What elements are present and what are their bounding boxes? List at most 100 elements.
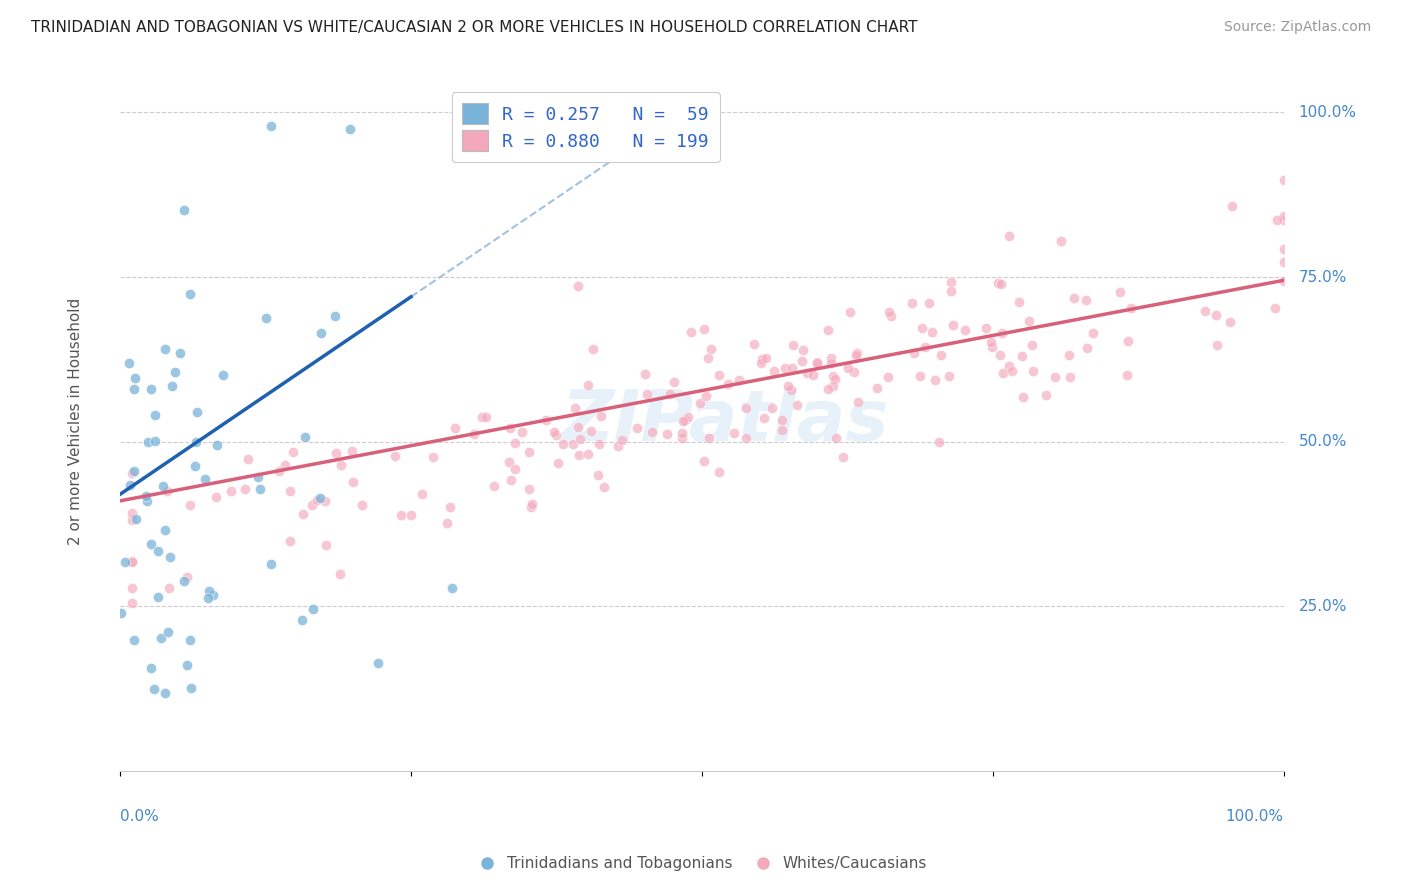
Point bbox=[832, 450, 855, 464]
Point bbox=[121, 554, 143, 568]
Point bbox=[291, 613, 314, 627]
Point bbox=[179, 499, 201, 513]
Point bbox=[658, 387, 681, 401]
Point bbox=[1018, 314, 1040, 328]
Point bbox=[1050, 234, 1073, 248]
Point bbox=[153, 342, 176, 356]
Point bbox=[463, 426, 485, 441]
Point bbox=[1272, 173, 1295, 187]
Point bbox=[342, 475, 364, 490]
Point bbox=[749, 356, 772, 370]
Point bbox=[471, 410, 494, 425]
Point bbox=[751, 352, 773, 367]
Point bbox=[422, 450, 444, 465]
Text: 75.0%: 75.0% bbox=[1299, 269, 1347, 285]
Point bbox=[697, 351, 720, 365]
Point bbox=[980, 334, 1002, 349]
Point bbox=[567, 448, 589, 462]
Point bbox=[439, 500, 461, 514]
Point bbox=[1021, 337, 1043, 351]
Text: 25.0%: 25.0% bbox=[1299, 599, 1347, 614]
Text: 100.0%: 100.0% bbox=[1299, 105, 1357, 120]
Point bbox=[121, 513, 143, 527]
Point bbox=[689, 396, 711, 410]
Point bbox=[921, 325, 943, 339]
Point bbox=[806, 355, 828, 369]
Point bbox=[122, 463, 145, 477]
Point bbox=[681, 326, 703, 340]
Point bbox=[173, 574, 195, 589]
Point bbox=[146, 590, 169, 604]
Point bbox=[551, 437, 574, 451]
Point bbox=[821, 379, 844, 393]
Point bbox=[817, 382, 839, 396]
Point bbox=[1206, 338, 1229, 352]
Point bbox=[678, 409, 700, 424]
Point bbox=[330, 458, 353, 472]
Point bbox=[197, 591, 219, 606]
Point bbox=[1081, 326, 1104, 340]
Point bbox=[118, 478, 141, 492]
Point bbox=[782, 338, 804, 352]
Point bbox=[156, 625, 179, 640]
Point bbox=[1059, 370, 1081, 384]
Point bbox=[928, 434, 950, 449]
Point bbox=[122, 632, 145, 647]
Point bbox=[1108, 285, 1130, 300]
Point bbox=[136, 435, 159, 450]
Point bbox=[942, 318, 965, 332]
Legend: Trinidadians and Tobagonians, Whites/Caucasians: Trinidadians and Tobagonians, Whites/Cau… bbox=[472, 850, 934, 877]
Point bbox=[770, 424, 793, 438]
Point bbox=[707, 368, 730, 383]
Point bbox=[837, 360, 859, 375]
Point bbox=[790, 354, 813, 368]
Point bbox=[384, 449, 406, 463]
Text: 100.0%: 100.0% bbox=[1226, 809, 1284, 824]
Point bbox=[846, 345, 869, 359]
Point bbox=[142, 682, 165, 697]
Point bbox=[179, 633, 201, 648]
Point bbox=[274, 458, 297, 472]
Point bbox=[443, 421, 465, 435]
Point bbox=[160, 379, 183, 393]
Point bbox=[941, 284, 963, 298]
Point bbox=[911, 320, 934, 334]
Point bbox=[1001, 364, 1024, 378]
Point bbox=[156, 484, 179, 499]
Point bbox=[671, 431, 693, 445]
Point bbox=[754, 351, 776, 366]
Point bbox=[817, 323, 839, 337]
Point bbox=[441, 581, 464, 595]
Point bbox=[877, 369, 900, 384]
Point bbox=[399, 508, 422, 522]
Point bbox=[610, 434, 633, 448]
Point bbox=[544, 427, 567, 442]
Point bbox=[186, 434, 208, 449]
Point bbox=[305, 492, 328, 507]
Point bbox=[717, 377, 740, 392]
Point bbox=[124, 370, 146, 384]
Point bbox=[589, 409, 612, 423]
Point bbox=[153, 686, 176, 700]
Point bbox=[179, 287, 201, 301]
Point bbox=[501, 473, 523, 487]
Point bbox=[607, 439, 630, 453]
Point bbox=[180, 681, 202, 695]
Point bbox=[901, 296, 924, 310]
Point bbox=[910, 369, 932, 384]
Point bbox=[236, 452, 259, 467]
Point bbox=[436, 516, 458, 530]
Point bbox=[325, 445, 347, 459]
Point bbox=[821, 368, 844, 383]
Point bbox=[1220, 199, 1243, 213]
Point bbox=[824, 372, 846, 386]
Point bbox=[1272, 274, 1295, 288]
Point bbox=[482, 479, 505, 493]
Point bbox=[633, 367, 655, 381]
Point bbox=[1264, 301, 1286, 315]
Point bbox=[522, 497, 544, 511]
Point bbox=[567, 279, 589, 293]
Point bbox=[118, 356, 141, 370]
Point bbox=[820, 356, 842, 370]
Point bbox=[1011, 349, 1033, 363]
